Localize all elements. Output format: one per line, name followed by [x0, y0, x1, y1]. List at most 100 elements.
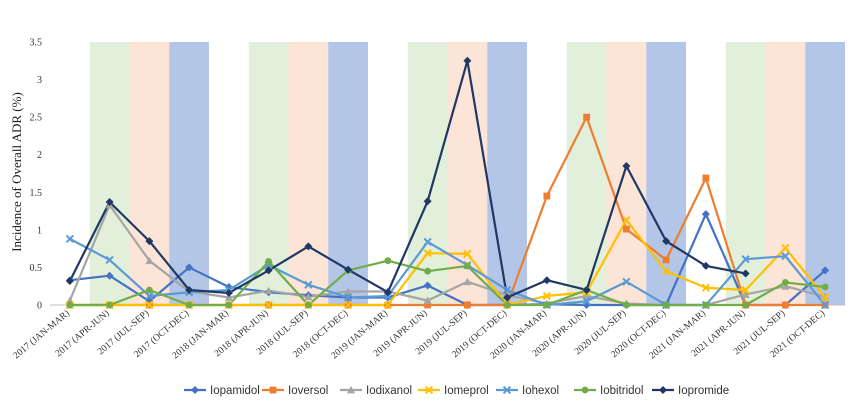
data-point-iopamidol: [821, 266, 830, 275]
legend-item-ioversol: Ioversol: [262, 385, 328, 397]
data-point-iopromide: [264, 266, 273, 275]
data-point-iohexol: [582, 297, 591, 306]
data-point-iobitridol: [304, 301, 312, 309]
data-point-iopromide: [383, 288, 392, 297]
data-point-iopromide: [741, 269, 750, 278]
legend-marker-iodixanol: [347, 386, 355, 394]
quarter-band: [805, 42, 845, 305]
data-point-iohexol: [344, 293, 353, 302]
y-axis-title: Incidence of Overall ADR (%): [9, 92, 24, 252]
data-point-iopromide: [582, 285, 591, 294]
data-point-iodixanol: [463, 277, 472, 286]
legend-item-iopromide: Iopromide: [652, 385, 729, 397]
data-point-iobitridol: [225, 301, 233, 309]
data-point-ioversol: [543, 192, 551, 200]
legend: Iopamidol Ioversol Iodixanol Iomeprol Iohexo…: [184, 385, 729, 397]
y-tick-label: 0.5: [30, 263, 43, 274]
series-markers: [65, 56, 830, 310]
data-point-iopromide: [542, 276, 551, 285]
data-point-iodixanol: [344, 287, 353, 295]
data-point-iohexol: [65, 234, 74, 243]
series-line-iopamidol: [68, 212, 827, 307]
legend-label-iopamidol: Iopamidol: [210, 385, 260, 397]
data-point-iopromide: [224, 288, 233, 297]
legend-marker-ioversol: [269, 386, 277, 394]
data-point-iodixanol: [582, 291, 591, 300]
quarter-band: [288, 42, 329, 305]
legend-label-ioversol: Ioversol: [288, 385, 328, 397]
data-point-iodixanol: [224, 293, 233, 301]
quarter-band: [646, 42, 686, 305]
data-point-iopromide: [701, 261, 710, 270]
data-point-iohexol: [821, 300, 830, 310]
data-point-iobitridol: [821, 283, 829, 291]
series-line-iopromide: [68, 59, 747, 299]
data-point-iobitridol: [145, 286, 153, 294]
data-point-iomeprol: [344, 300, 353, 310]
data-point-iopromide: [65, 276, 74, 285]
data-point-iobitridol: [742, 301, 750, 309]
legend-label-iomeprol: Iomeprol: [444, 385, 489, 397]
y-tick-label: 2.5: [30, 113, 43, 124]
data-point-ioversol: [781, 301, 789, 309]
quarter-band: [169, 42, 209, 305]
data-point-iobitridol: [543, 301, 551, 309]
data-point-iomeprol: [542, 291, 551, 301]
data-point-iodixanol: [264, 286, 273, 295]
data-point-iohexol: [423, 237, 432, 246]
data-point-iodixanol: [145, 256, 154, 265]
data-point-iobitridol: [781, 279, 789, 286]
quarter-band: [89, 42, 130, 305]
legend-item-iobitridol: Iobitridol: [574, 385, 643, 397]
data-point-iopamidol: [383, 293, 392, 302]
y-tick-label: 0: [37, 301, 42, 312]
legend-item-iohexol: Iohexol: [496, 385, 559, 397]
data-point-iobitridol: [265, 258, 273, 265]
data-point-iomeprol: [463, 249, 472, 259]
data-point-iohexol: [105, 255, 114, 265]
data-point-iomeprol: [781, 243, 790, 252]
data-point-iodixanol: [741, 290, 750, 298]
y-tick-label: 1: [37, 225, 42, 236]
data-point-iodixanol: [304, 292, 313, 301]
data-point-iomeprol: [662, 267, 671, 276]
data-point-iopromide: [503, 293, 512, 302]
legend-label-iohexol: Iohexol: [522, 385, 559, 397]
data-point-iobitridol: [622, 301, 630, 309]
data-point-ioversol: [463, 301, 471, 309]
data-point-iohexol: [145, 291, 154, 301]
data-point-iomeprol: [264, 300, 273, 310]
data-point-iomeprol: [701, 283, 710, 292]
data-point-iobitridol: [702, 301, 710, 309]
data-point-iohexol: [503, 285, 512, 295]
data-point-ioversol: [662, 256, 670, 264]
legend-label-iodixanol: Iodixanol: [366, 385, 412, 397]
series-line-iobitridol: [68, 259, 827, 307]
data-point-iobitridol: [662, 301, 670, 309]
data-point-iohexol: [741, 255, 750, 264]
data-point-iomeprol: [145, 300, 154, 310]
data-point-iopromide: [463, 56, 472, 65]
quarter-band: [129, 42, 170, 305]
y-tick-label: 3: [37, 75, 42, 86]
data-point-iomeprol: [821, 293, 830, 302]
data-point-iopromide: [304, 242, 313, 251]
legend-marker-iobitridol: [581, 386, 589, 394]
quarter-band: [447, 42, 488, 305]
quarter-band: [407, 42, 448, 305]
data-point-ioversol: [583, 113, 591, 121]
data-point-iomeprol: [622, 215, 631, 225]
data-point-iobitridol: [384, 257, 392, 265]
legend-label-iopromide: Iopromide: [678, 385, 729, 397]
data-point-ioversol: [622, 225, 630, 233]
quarter-band: [606, 42, 647, 305]
quarter-band: [725, 42, 766, 305]
data-point-iopromide: [185, 285, 194, 294]
legend-item-iomeprol: Iomeprol: [418, 385, 489, 397]
data-point-iopromide: [622, 161, 631, 170]
quarter-band: [566, 42, 607, 305]
legend-item-iodixanol: Iodixanol: [340, 385, 412, 397]
legend-marker-iopamidol: [191, 386, 199, 394]
